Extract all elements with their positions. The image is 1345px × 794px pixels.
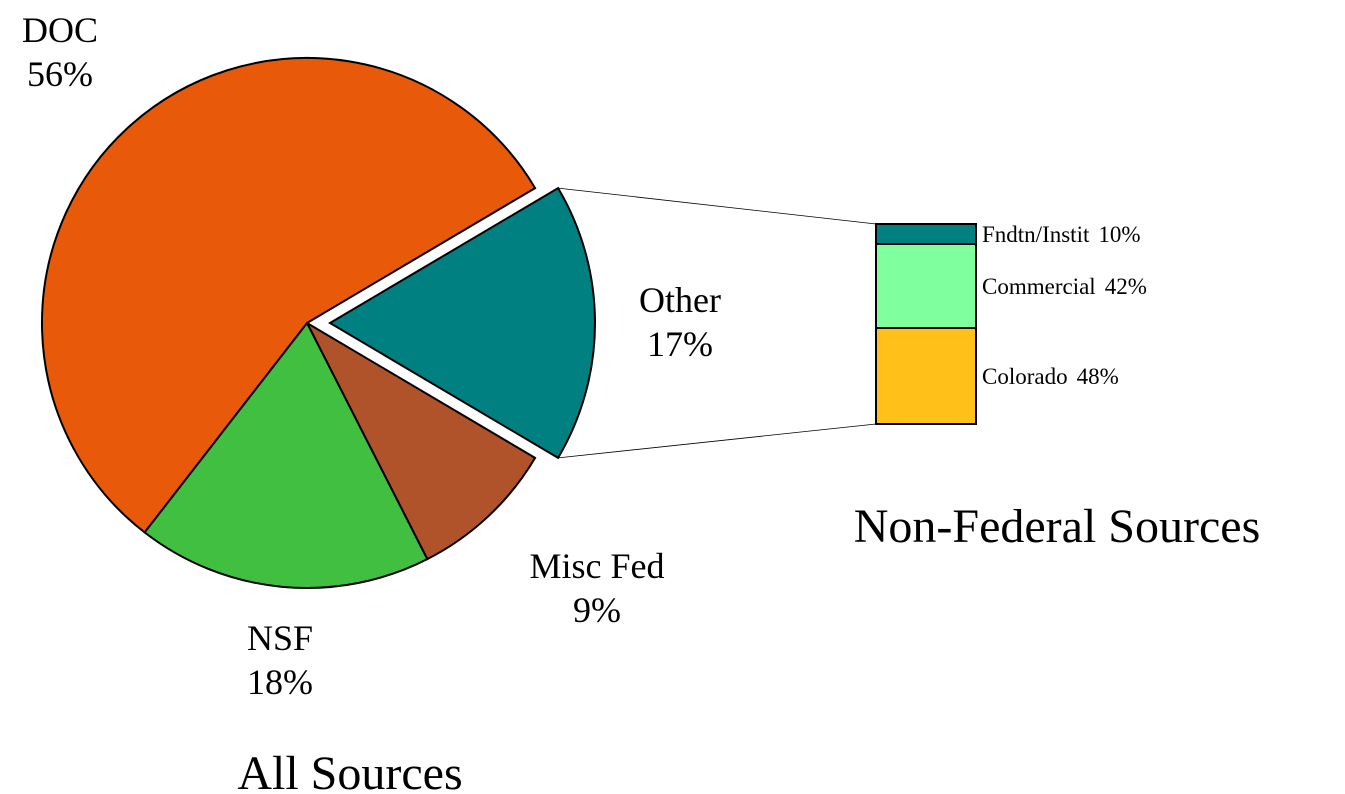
connector-line [558, 187, 877, 225]
bar-segment [875, 327, 977, 425]
slice-value-label: 56% [27, 54, 93, 94]
segment-label: Colorado 48% [982, 364, 1119, 389]
pie-slice [41, 57, 537, 534]
slice-label: DOC [22, 10, 98, 50]
connector-line [558, 423, 877, 459]
slice-value-label: 18% [247, 662, 313, 702]
segment-value-label: 10% [1098, 222, 1140, 247]
bar-segment [875, 223, 977, 245]
segment-name: Commercial [982, 274, 1096, 299]
slice-label: NSF [247, 618, 313, 658]
segment-label: Fndtn/Instit 10% [982, 222, 1141, 247]
pie-slice [143, 321, 429, 589]
pie-slice [304, 320, 537, 561]
segment-name: Fndtn/Instit [982, 222, 1090, 247]
pie-slice [328, 186, 596, 460]
slice-value-label: 9% [573, 590, 621, 630]
segment-label: Commercial 42% [982, 274, 1147, 299]
segment-value-label: 48% [1077, 364, 1119, 389]
slice-label: Other [639, 280, 721, 320]
pie-title: All Sources [237, 747, 462, 794]
segment-value-label: 42% [1105, 274, 1147, 299]
bar-segment [875, 243, 977, 329]
slice-value-label: 17% [647, 324, 713, 364]
slice-label: Misc Fed [530, 546, 665, 586]
segment-name: Colorado [982, 364, 1068, 389]
bar-title: Non-Federal Sources [854, 500, 1261, 553]
